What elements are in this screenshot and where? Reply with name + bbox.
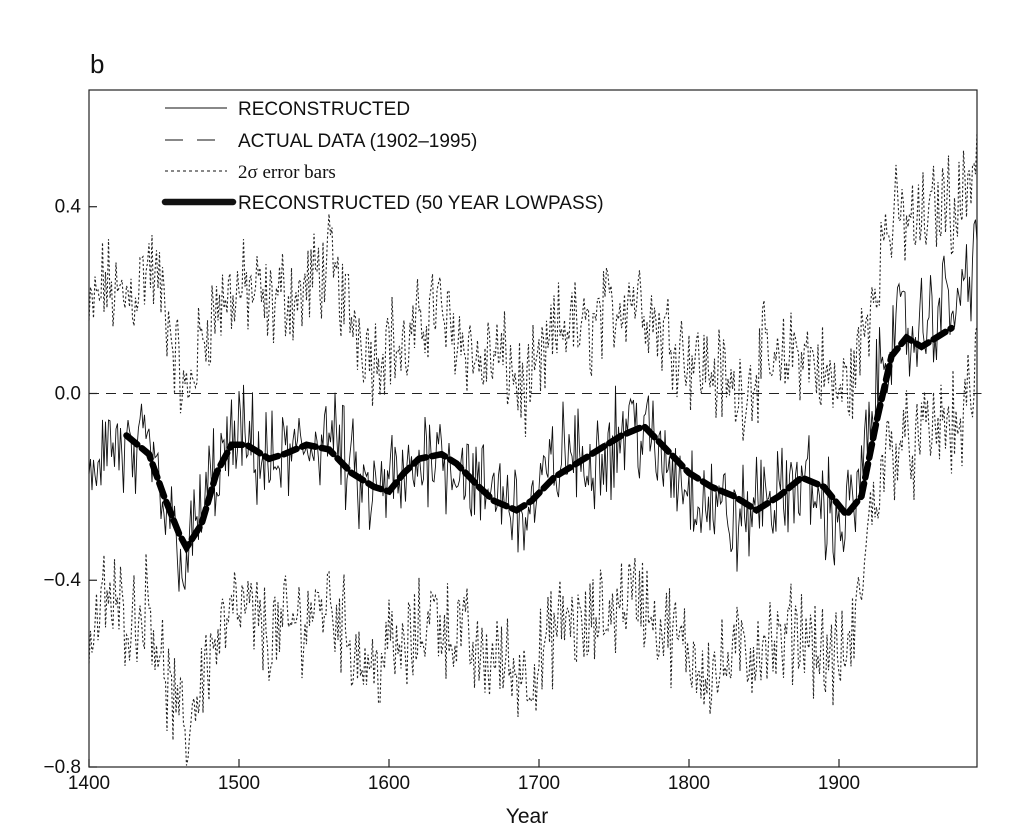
x-tick-label: 1500 xyxy=(218,773,260,794)
y-tick-label: 0.0 xyxy=(55,383,81,404)
legend: RECONSTRUCTED ACTUAL DATA (1902–1995) 2σ e… xyxy=(161,99,604,214)
series-layer xyxy=(88,131,982,766)
y-tick-label: −0.8 xyxy=(43,757,81,778)
error-upper-series xyxy=(88,131,978,441)
plot-frame xyxy=(88,89,978,768)
legend-label-lowpass: RECONSTRUCTED (50 YEAR LOWPASS) xyxy=(238,193,604,214)
legend-label-reconstructed: RECONSTRUCTED xyxy=(238,99,410,120)
y-tick-label: −0.4 xyxy=(43,570,81,591)
panel-label: b xyxy=(90,49,104,79)
x-tick-label: 1800 xyxy=(668,773,710,794)
axis-tick-labels: 1400 1500 1600 1700 1800 1900 −0.8 −0.4 0.0 0.4 xyxy=(43,197,860,794)
reconstructed-series xyxy=(88,219,978,592)
error-lower-series xyxy=(88,325,978,766)
x-tick-label: 1900 xyxy=(818,773,860,794)
legend-label-error: 2σ error bars xyxy=(238,162,336,183)
y-tick-label: 0.4 xyxy=(55,197,82,218)
legend-label-actual: ACTUAL DATA (1902–1995) xyxy=(238,131,477,152)
x-tick-label: 1700 xyxy=(518,773,560,794)
x-tick-label: 1400 xyxy=(68,773,110,794)
lowpass-series xyxy=(123,324,955,555)
x-tick-label: 1600 xyxy=(368,773,410,794)
x-axis-title: Year xyxy=(506,805,548,828)
